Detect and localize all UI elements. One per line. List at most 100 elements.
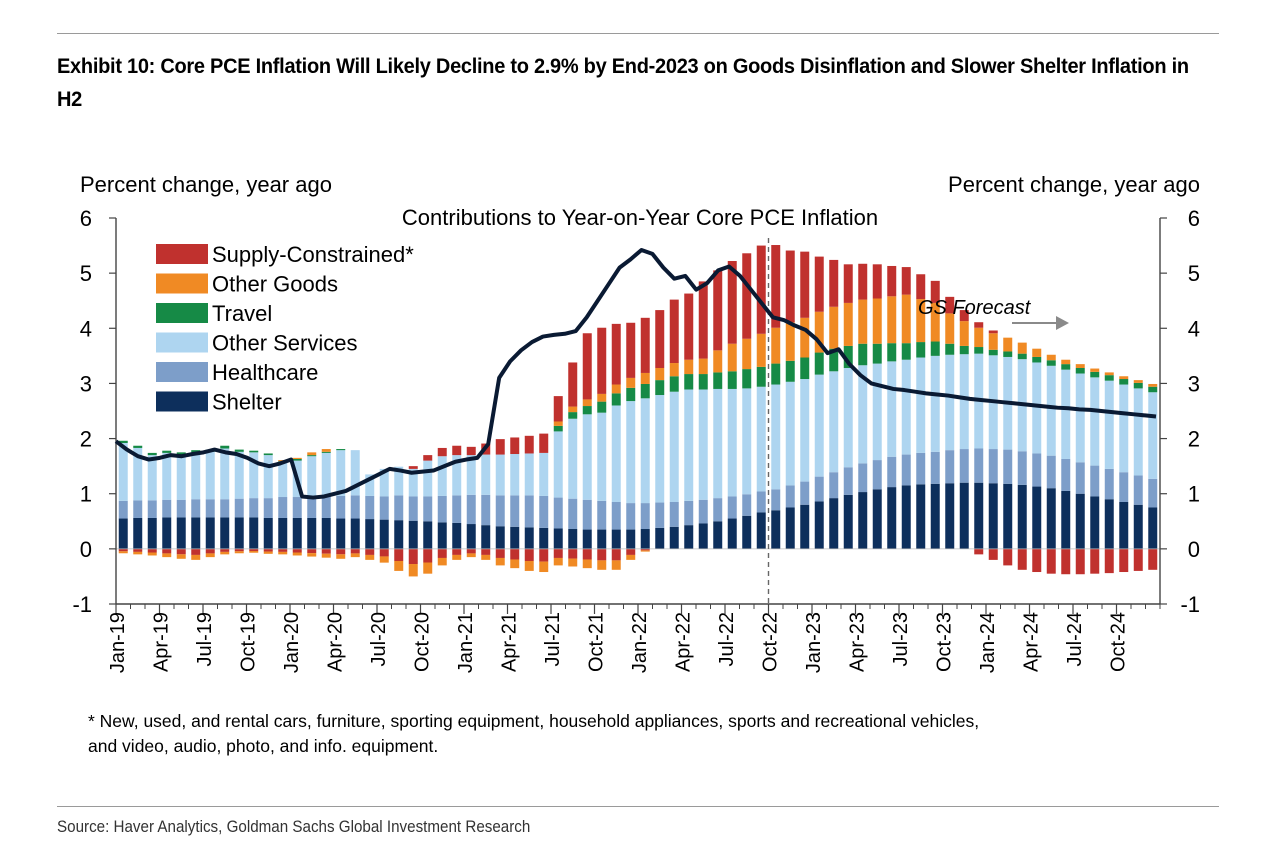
bar-other-services-52 <box>872 363 882 461</box>
bar-negative-0-35 <box>626 548 636 555</box>
bar-travel-36 <box>640 383 650 399</box>
bar-negative-1-16 <box>350 553 360 558</box>
bar-healthcare-43 <box>742 494 752 516</box>
x-tick-label: Apr-24 <box>1021 612 1043 672</box>
bar-travel-53 <box>887 343 897 362</box>
bar-shelter-62 <box>1017 484 1027 549</box>
bar-travel-48 <box>814 352 824 375</box>
bar-other-services-46 <box>785 381 795 486</box>
x-tick-label: Apr-21 <box>499 612 521 672</box>
bar-negative-1-26 <box>495 557 505 566</box>
bar-other-services-38 <box>669 391 679 502</box>
bar-healthcare-41 <box>713 498 723 522</box>
bar-travel-67 <box>1090 371 1100 378</box>
bar-travel-35 <box>626 387 636 402</box>
x-tick-label: Oct-24 <box>1108 612 1130 672</box>
bar-other-goods-59 <box>974 327 984 348</box>
bar-negative-1-15 <box>336 554 346 559</box>
bar-negative-1-17 <box>365 554 375 560</box>
bar-negative-1-8 <box>234 551 244 554</box>
bar-other-services-30 <box>553 431 563 498</box>
bar-other-goods-55 <box>916 299 926 343</box>
bar-shelter-53 <box>887 487 897 549</box>
bar-other-services-40 <box>698 389 708 500</box>
bar-shelter-52 <box>872 489 882 549</box>
bar-other-services-24 <box>466 455 476 495</box>
bar-negative-0-60 <box>988 548 998 560</box>
bar-healthcare-31 <box>568 498 578 530</box>
bar-supply-constrained-60 <box>988 330 998 334</box>
bar-healthcare-9 <box>249 498 259 518</box>
bar-healthcare-62 <box>1017 451 1027 485</box>
bar-negative-1-2 <box>147 552 157 556</box>
bar-travel-8 <box>234 449 244 452</box>
bar-healthcare-11 <box>278 497 288 518</box>
bar-supply-constrained-57 <box>945 296 955 314</box>
y-tick-label-left: 5 <box>80 261 92 286</box>
bar-other-goods-49 <box>829 306 839 349</box>
bar-travel-14 <box>321 451 331 453</box>
bar-healthcare-37 <box>655 502 665 528</box>
x-tick-label: Jul-20 <box>368 612 390 666</box>
bar-other-services-25 <box>481 454 491 495</box>
bar-negative-0-8 <box>234 548 244 552</box>
x-tick-label: Apr-22 <box>673 612 695 672</box>
y-tick-label-right: 3 <box>1188 371 1200 396</box>
x-tick-label: Oct-21 <box>586 612 608 672</box>
bar-negative-0-34 <box>611 548 621 561</box>
y-tick-label-left: 6 <box>80 206 92 231</box>
legend-swatch-other-goods <box>156 273 208 294</box>
bar-negative-0-62 <box>1017 548 1027 570</box>
bar-healthcare-71 <box>1148 478 1158 508</box>
bar-negative-1-31 <box>568 558 578 567</box>
bar-travel-65 <box>1061 364 1071 370</box>
bar-other-goods-31 <box>568 406 578 413</box>
bar-negative-1-0 <box>118 551 128 554</box>
bar-supply-constrained-58 <box>959 310 969 322</box>
bar-healthcare-36 <box>640 503 650 530</box>
bar-supply-constrained-40 <box>698 281 708 359</box>
bar-negative-0-9 <box>249 548 259 551</box>
bar-supply-constrained-46 <box>785 250 795 323</box>
bar-travel-51 <box>858 343 868 366</box>
bar-negative-0-27 <box>510 548 520 560</box>
bar-other-services-57 <box>945 354 955 451</box>
bar-other-goods-13 <box>307 452 317 456</box>
bar-healthcare-26 <box>495 495 505 527</box>
bar-negative-1-27 <box>510 559 520 569</box>
bar-other-services-54 <box>901 359 911 455</box>
bar-other-services-42 <box>727 388 737 497</box>
bar-other-goods-68 <box>1104 372 1114 376</box>
bar-shelter-24 <box>466 524 476 549</box>
bar-other-services-2 <box>147 455 157 501</box>
bar-other-services-7 <box>220 448 230 500</box>
bar-other-services-66 <box>1075 373 1085 463</box>
bar-travel-57 <box>945 343 955 355</box>
bar-other-goods-14 <box>321 449 331 452</box>
bar-shelter-59 <box>974 482 984 549</box>
bar-healthcare-52 <box>872 460 882 490</box>
bar-other-goods-63 <box>1032 348 1042 357</box>
x-tick-label: Jul-23 <box>890 612 912 666</box>
bar-healthcare-50 <box>843 467 853 495</box>
y-tick-label-right: 4 <box>1188 316 1200 341</box>
bar-shelter-28 <box>524 527 534 549</box>
bar-shelter-44 <box>756 512 766 549</box>
bar-healthcare-65 <box>1061 458 1071 491</box>
bar-healthcare-42 <box>727 496 737 519</box>
bar-other-services-44 <box>756 386 766 492</box>
bar-other-services-15 <box>336 450 346 496</box>
bar-supply-constrained-20 <box>408 466 418 469</box>
bar-healthcare-47 <box>800 481 810 505</box>
bar-other-services-20 <box>408 468 418 497</box>
bar-healthcare-16 <box>350 495 360 519</box>
bar-other-goods-42 <box>727 343 737 372</box>
bar-healthcare-39 <box>684 500 694 526</box>
bar-other-goods-70 <box>1133 380 1143 383</box>
bar-negative-0-4 <box>176 548 186 555</box>
bar-negative-0-16 <box>350 548 360 554</box>
bar-healthcare-35 <box>626 503 636 530</box>
chart-title: Contributions to Year-on-Year Core PCE I… <box>402 205 878 230</box>
bar-negative-0-13 <box>307 548 317 554</box>
y-tick-label-left: 3 <box>80 371 92 396</box>
